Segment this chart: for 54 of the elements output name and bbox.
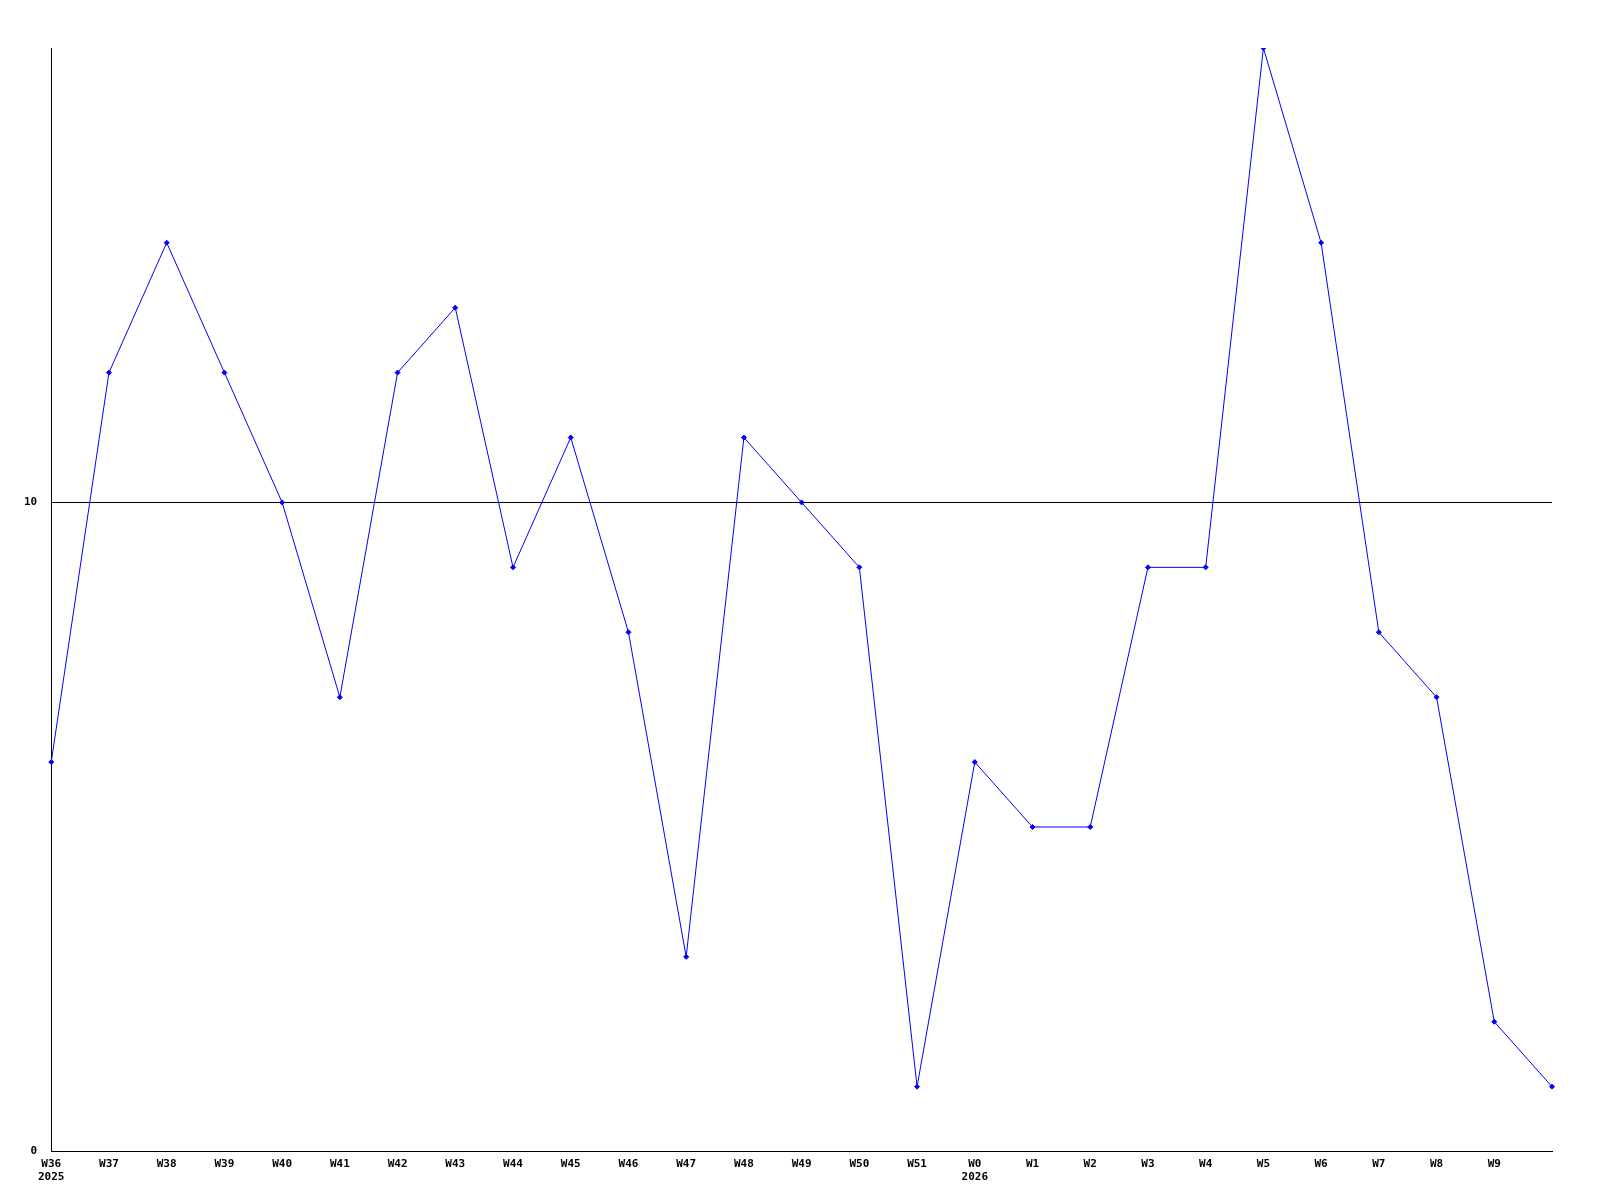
point — [1144, 564, 1151, 571]
x-tick-label: W42 — [387, 1157, 408, 1171]
x-tick-label: W47 — [676, 1157, 697, 1171]
x-tick-label: W36 2025 — [38, 1157, 65, 1184]
point — [1318, 239, 1325, 246]
x-tick-label: W44 — [503, 1157, 524, 1171]
point — [1491, 1018, 1498, 1025]
point — [914, 1083, 921, 1090]
point — [1029, 824, 1036, 831]
point — [510, 564, 517, 571]
x-tick-label: W41 — [329, 1157, 351, 1171]
point — [856, 564, 863, 571]
x-tick-label: W40 — [272, 1157, 293, 1171]
point — [1433, 694, 1440, 701]
x-tick-label: W38 — [156, 1157, 177, 1171]
y-tick-label: 10 — [24, 495, 38, 509]
x-tick-label: W43 — [445, 1157, 466, 1171]
x-tick-label: W37 — [99, 1157, 119, 1171]
point — [798, 499, 805, 506]
point — [1375, 629, 1382, 636]
point — [452, 304, 459, 311]
x-tick-label: W4 — [1199, 1157, 1213, 1171]
x-tick-label: W3 — [1141, 1157, 1155, 1171]
x-tick-label: W7 — [1372, 1157, 1386, 1171]
point — [394, 369, 401, 376]
point — [971, 759, 978, 766]
point — [567, 434, 574, 441]
x-tick-label: W39 — [214, 1157, 235, 1171]
point — [105, 369, 112, 376]
x-tick-label: W51 — [907, 1157, 928, 1171]
point — [1549, 1083, 1555, 1090]
x-tick-label: W49 — [791, 1157, 812, 1171]
x-tick-label: W2 — [1083, 1157, 1097, 1171]
y-tick-label: 0 — [30, 1144, 38, 1158]
x-tick-label: W5 — [1256, 1157, 1271, 1171]
x-tick-label: W1 — [1025, 1157, 1040, 1171]
point — [221, 369, 228, 376]
x-tick-label: W8 — [1429, 1157, 1444, 1171]
point — [279, 499, 286, 506]
point — [163, 239, 170, 246]
x-tick-label: W6 — [1314, 1157, 1329, 1171]
x-tick-label: W9 — [1487, 1157, 1501, 1171]
point — [48, 759, 55, 766]
point — [740, 434, 747, 441]
x-tick-label: W45 — [560, 1157, 581, 1171]
point — [1202, 564, 1209, 571]
x-tick-label: W46 — [618, 1157, 639, 1171]
x-tick-label: W0 2026 — [961, 1157, 989, 1184]
point — [336, 694, 343, 701]
x-tick-label: W50 — [849, 1157, 870, 1171]
point — [1087, 824, 1094, 831]
point — [683, 953, 690, 960]
x-tick-label: W48 — [733, 1157, 754, 1171]
point — [625, 629, 632, 636]
